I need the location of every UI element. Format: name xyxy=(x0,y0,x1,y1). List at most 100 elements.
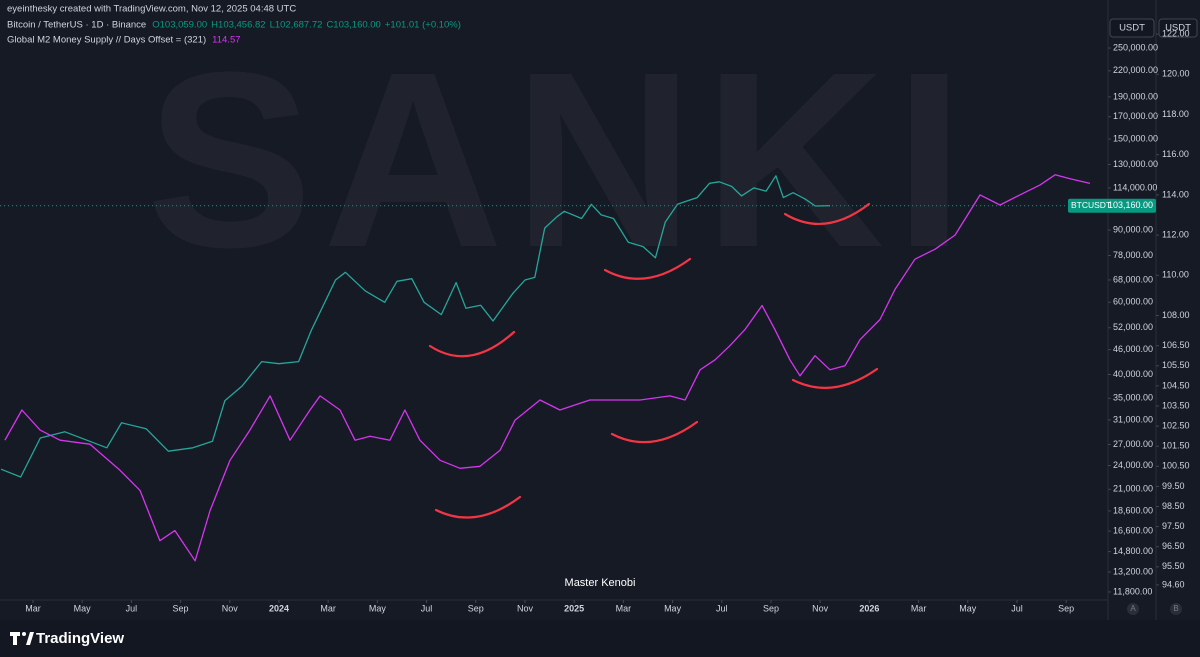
y-tick-label: 18,600.00 xyxy=(1113,505,1153,515)
x-tick-label: May xyxy=(369,603,387,613)
logo-mark xyxy=(10,632,20,645)
footer-background xyxy=(0,620,1200,657)
x-tick-label: Sep xyxy=(1058,603,1074,613)
x-tick-label: Mar xyxy=(25,603,41,613)
x-tick-label: May xyxy=(959,603,977,613)
drawn-arcs xyxy=(428,202,879,519)
x-tick-label: Sep xyxy=(173,603,189,613)
brand: TradingView xyxy=(36,630,124,647)
y-tick-label: 90,000.00 xyxy=(1113,224,1153,234)
y-tick-label: 27,000.00 xyxy=(1113,439,1153,449)
y-tick-label: 16,600.00 xyxy=(1113,526,1153,536)
x-tick-label: Sep xyxy=(468,603,484,613)
y-tick-label: 78,000.00 xyxy=(1113,250,1153,260)
x-tick-label: Nov xyxy=(222,603,239,613)
price-tag-value: 103,160.00 xyxy=(1108,200,1153,210)
ohlc-value: H103,456.82 xyxy=(211,20,265,31)
currency[interactable]: USDT xyxy=(1165,23,1191,34)
legend-value: 114.57 xyxy=(212,35,240,46)
y2-tick-label: 110.00 xyxy=(1162,270,1189,280)
y-tick-label: 130,000.00 xyxy=(1113,159,1158,169)
x-tick-label: 2025 xyxy=(564,603,584,613)
price-tag xyxy=(1068,198,1156,213)
y2-tick-label: 118.00 xyxy=(1162,109,1189,119)
x-tick-label: Jul xyxy=(421,603,433,613)
legend-series: Global M2 Money Supply // Days Offset = … xyxy=(7,35,206,46)
ohlc-value: L102,687.72 xyxy=(270,20,323,31)
currency-box[interactable] xyxy=(1158,18,1198,38)
x-tick-label: Mar xyxy=(911,603,927,613)
x-tick-label: Mar xyxy=(320,603,336,613)
scale-button[interactable] xyxy=(1170,603,1182,615)
y-tick-label: 220,000.00 xyxy=(1113,65,1158,75)
x-tick-label: 2026 xyxy=(859,603,879,613)
ohlc-value: O103,059.00 xyxy=(152,20,207,31)
x-tick-label: Nov xyxy=(812,603,829,613)
series-line xyxy=(4,174,1091,562)
y-tick-label: 60,000.00 xyxy=(1113,297,1153,307)
ohlc-value: C103,160.00 xyxy=(326,20,380,31)
y-tick-label: 114,000.00 xyxy=(1113,182,1157,192)
credit: eyeinthesky created with TradingView.com… xyxy=(7,4,296,15)
annotation: Master Kenobi xyxy=(565,577,636,589)
y2-tick-label: 116.00 xyxy=(1162,149,1189,159)
scale-button[interactable] xyxy=(1127,603,1139,615)
y2-tick-label: 102.50 xyxy=(1162,420,1190,430)
x-tick-label: Nov xyxy=(517,603,534,613)
y2-tick-label: 97.50 xyxy=(1162,521,1185,531)
legend-series: Bitcoin / TetherUS · 1D · Binance xyxy=(7,20,146,31)
y2-tick-label: 96.50 xyxy=(1162,541,1185,551)
y2-tick-label: 100.50 xyxy=(1162,461,1190,471)
x-tick-label: Jul xyxy=(716,603,728,613)
y2-tick-label: 104.50 xyxy=(1162,380,1190,390)
y2-tick-label: 112.00 xyxy=(1162,229,1189,239)
logo-mark xyxy=(26,632,34,645)
y2-tick-label: 122.00 xyxy=(1162,28,1190,38)
x-tick-label: Jul xyxy=(1011,603,1023,613)
watermark: SANKI xyxy=(146,20,974,299)
y-tick-label: 13,200.00 xyxy=(1113,566,1153,576)
y2-tick-label: 101.50 xyxy=(1162,441,1190,451)
y-tick-label: 11,800.00 xyxy=(1113,586,1152,596)
series-line xyxy=(0,175,831,478)
y2-tick-label: 99.50 xyxy=(1162,481,1185,491)
arc xyxy=(610,420,699,444)
logo-mark xyxy=(22,632,26,636)
y-tick-label: 21,000.00 xyxy=(1113,484,1153,494)
x-tick-label: 2024 xyxy=(269,603,289,613)
y-tick-label: 14,800.00 xyxy=(1113,546,1153,556)
currency-box[interactable] xyxy=(1109,18,1155,38)
y-tick-label: 24,000.00 xyxy=(1113,460,1153,470)
y2-tick-label: 98.50 xyxy=(1162,501,1185,511)
y-tick-label: 170,000.00 xyxy=(1113,111,1158,121)
price-tag-name: BTCUSDT xyxy=(1071,200,1111,210)
y2-tick-label: 95.50 xyxy=(1162,561,1185,571)
y2-tick-label: 114.00 xyxy=(1162,189,1189,199)
arc xyxy=(791,367,879,389)
y-tick-label: 40,000.00 xyxy=(1113,369,1153,379)
y-tick-label: 190,000.00 xyxy=(1113,91,1158,101)
y2-tick-label: 103.50 xyxy=(1162,400,1190,410)
currency[interactable]: USDT xyxy=(1119,23,1145,34)
x-tick-label: May xyxy=(74,603,92,613)
ohlc-value: +101.01 (+0.10%) xyxy=(385,20,461,31)
x-tick-label: Sep xyxy=(763,603,779,613)
y2-tick-label: 108.00 xyxy=(1162,310,1190,320)
y2-tick-label: 106.50 xyxy=(1162,340,1190,350)
y-tick-label: 150,000.00 xyxy=(1113,133,1158,143)
arc xyxy=(783,202,871,226)
y2-tick-label: 120.00 xyxy=(1162,69,1190,79)
brand-logo xyxy=(10,632,34,645)
arc xyxy=(434,495,522,519)
y2-tick-label: 94.60 xyxy=(1162,579,1185,589)
y-tick-label: 35,000.00 xyxy=(1113,393,1153,403)
x-tick-label: Mar xyxy=(616,603,632,613)
y-tick-label: 250,000.00 xyxy=(1113,42,1158,52)
arc xyxy=(603,257,692,280)
chart-background xyxy=(0,0,1200,620)
scale-button-label[interactable]: B xyxy=(1173,604,1178,613)
arc xyxy=(428,330,516,358)
scale-button-label[interactable]: A xyxy=(1130,604,1136,613)
y-tick-label: 46,000.00 xyxy=(1113,344,1153,354)
